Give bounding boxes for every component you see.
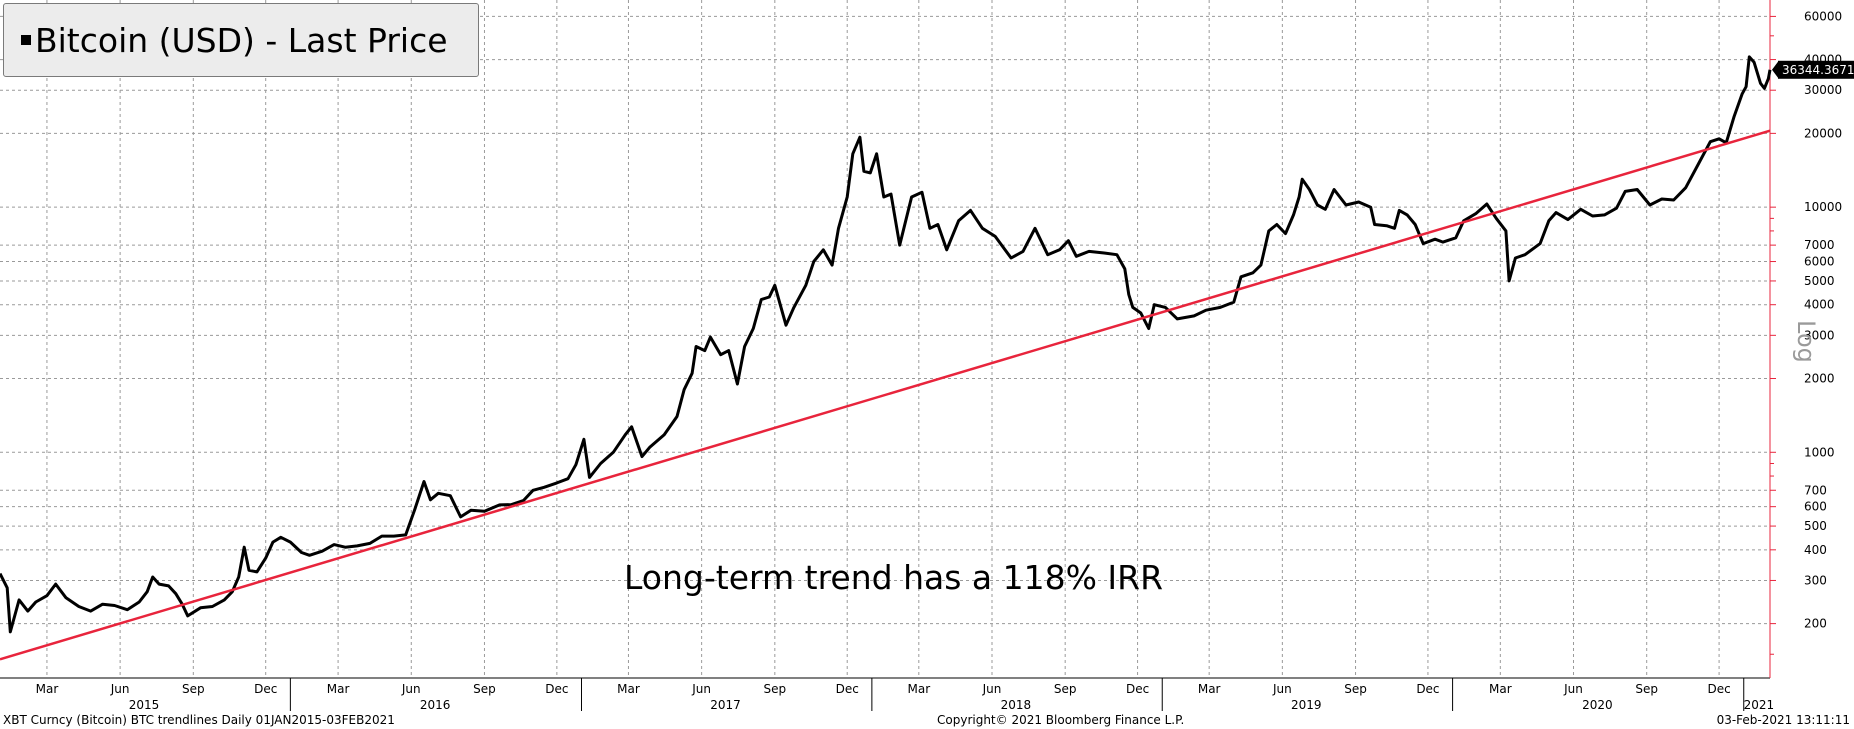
x-month-label: Mar (617, 682, 640, 696)
y-tick-label: 40000 (1804, 53, 1842, 67)
x-month-label: Mar (1198, 682, 1221, 696)
x-year-label: 2019 (1291, 698, 1322, 712)
chart-title: Bitcoin (USD) - Last Price (35, 20, 448, 60)
legend-swatch (21, 35, 31, 45)
series-line-price (0, 55, 1772, 634)
chart-axes (0, 0, 1854, 711)
x-month-label: Mar (907, 682, 930, 696)
y-tick-label: 30000 (1804, 83, 1842, 97)
chart-series (0, 55, 1772, 661)
y-tick-label: 400 (1804, 543, 1827, 557)
trend-annotation: Long-term trend has a 118% IRR (624, 558, 1164, 597)
y-tick-label: 7000 (1804, 238, 1835, 252)
x-month-label: Dec (1126, 682, 1149, 696)
x-month-label: Sep (1344, 682, 1367, 696)
x-month-label: Dec (1416, 682, 1439, 696)
last-price-tag (1778, 60, 1854, 79)
x-month-label: Sep (1054, 682, 1077, 696)
x-month-label: Dec (254, 682, 277, 696)
x-year-label: 2020 (1582, 698, 1613, 712)
y-tick-label: 4000 (1804, 298, 1835, 312)
x-year-label: 2018 (1001, 698, 1032, 712)
x-year-label: 2015 (129, 698, 160, 712)
y-tick-label: 60000 (1804, 9, 1842, 23)
x-year-label: 2016 (420, 698, 451, 712)
y-tick-label: 1000 (1804, 445, 1835, 459)
x-month-label: Sep (764, 682, 787, 696)
x-month-label: Jun (691, 682, 711, 696)
x-month-label: Dec (1707, 682, 1730, 696)
x-month-label: Dec (545, 682, 568, 696)
last-price-label: 36344.36719 (1782, 63, 1854, 77)
x-year-label: 2021 (1744, 698, 1775, 712)
x-month-label: Jun (1272, 682, 1292, 696)
y-tick-label: 300 (1804, 573, 1827, 587)
footer-copyright: Copyright© 2021 Bloomberg Finance L.P. (937, 713, 1185, 727)
x-month-label: Jun (110, 682, 130, 696)
x-month-label: Jun (982, 682, 1002, 696)
y-tick-label: 600 (1804, 500, 1827, 514)
series-line-trend (0, 129, 1771, 661)
x-month-label: Sep (1635, 682, 1658, 696)
y-tick-label: 200 (1804, 617, 1827, 631)
y-tick-label: 500 (1804, 519, 1827, 533)
y-tick-label: 700 (1804, 483, 1827, 497)
x-month-label: Dec (836, 682, 859, 696)
x-month-label: Jun (401, 682, 421, 696)
footer-timestamp: 03-Feb-2021 13:11:11 (1716, 713, 1850, 727)
y-tick-label: 10000 (1804, 200, 1842, 214)
log-scale-label: Log (1792, 320, 1820, 363)
y-tick-label: 6000 (1804, 255, 1835, 269)
y-tick-label: 5000 (1804, 274, 1835, 288)
footer-ticker-info: XBT Curncy (Bitcoin) BTC trendlines Dail… (3, 713, 395, 727)
x-month-label: Mar (1489, 682, 1512, 696)
y-tick-label: 2000 (1804, 371, 1835, 385)
x-month-label: Jun (1563, 682, 1583, 696)
x-month-label: Sep (182, 682, 205, 696)
y-tick-label: 3000 (1804, 328, 1835, 342)
y-tick-label: 20000 (1804, 126, 1842, 140)
chart-grid (0, 0, 1770, 678)
x-month-label: Mar (36, 682, 59, 696)
x-month-label: Sep (473, 682, 496, 696)
x-year-label: 2017 (710, 698, 741, 712)
chart-legend: Bitcoin (USD) - Last Price (3, 3, 479, 77)
chart-tick-labels: 200 300 400 500 600 700 1000 2000 3000 4000 5000 60… (36, 9, 1854, 712)
last-price-pointer (1772, 61, 1778, 78)
x-month-label: Mar (327, 682, 350, 696)
